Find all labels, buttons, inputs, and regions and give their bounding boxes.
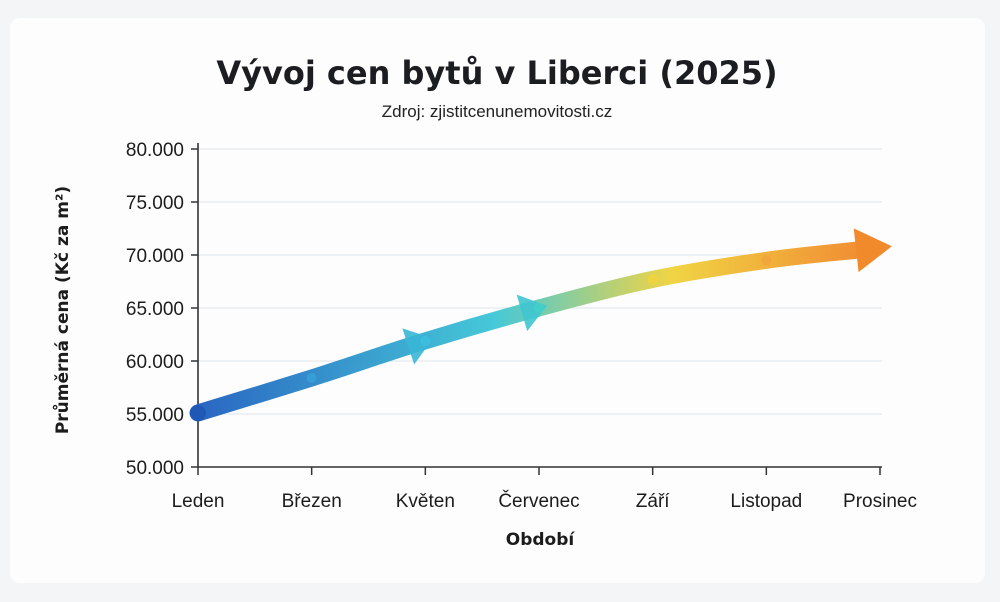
y-tick-label: 70.000 — [126, 246, 184, 267]
y-axis-ticks: 50.000 55.000 60.000 65.000 70.000 75.000 80.0… — [126, 140, 198, 479]
y-tick-label: 65.000 — [126, 299, 184, 320]
x-tick-label: Prosinec — [843, 491, 917, 512]
x-tick-label: Červenec — [498, 490, 579, 512]
data-point — [420, 335, 431, 346]
chart-card: Vývoj cen bytů v Liberci (2025) Zdroj: z… — [10, 18, 985, 583]
x-tick-label: Květen — [396, 491, 455, 512]
y-tick-label: 55.000 — [126, 405, 184, 426]
x-axis-ticks: Leden Březen Květen Červenec Září Listopad Pro… — [172, 467, 917, 512]
x-tick-label: Září — [636, 491, 671, 512]
x-tick-label: Březen — [282, 491, 342, 512]
series-end-arrowhead — [853, 228, 892, 273]
x-axis-label: Období — [506, 530, 576, 550]
data-point — [761, 255, 772, 266]
series-layer — [189, 228, 892, 422]
y-axis-label: Průměrná cena (Kč za m²) — [51, 186, 73, 434]
y-tick-label: 75.000 — [126, 193, 184, 214]
chart-subtitle: Zdroj: zjistitcenunemovitosti.cz — [382, 102, 613, 121]
y-tick-label: 60.000 — [126, 352, 184, 373]
data-point — [534, 303, 544, 313]
chart-title: Vývoj cen bytů v Liberci (2025) — [216, 54, 777, 92]
y-tick-label: 50.000 — [126, 458, 184, 479]
data-point — [306, 372, 317, 383]
x-tick-label: Leden — [172, 491, 225, 512]
y-tick-label: 80.000 — [126, 140, 184, 161]
series-line — [189, 241, 865, 422]
data-point — [190, 404, 206, 421]
chart: Vývoj cen bytů v Liberci (2025) Zdroj: z… — [51, 54, 917, 550]
x-tick-label: Listopad — [730, 491, 802, 512]
data-point — [647, 274, 658, 285]
